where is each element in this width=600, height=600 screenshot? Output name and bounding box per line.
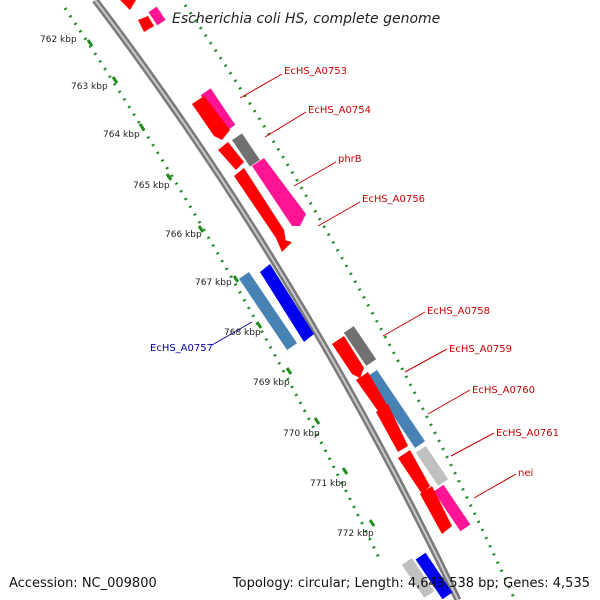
leader-echs-a0753 [239,73,283,99]
leader-echs-a0754 [264,111,307,138]
gene-labels: EcHS_A0753 EcHS_A0754 phrB EcHS_A0756 Ec… [150,66,559,479]
gene-feature [218,142,244,170]
kbp-label: 767 kbp [195,278,232,288]
tick-mark [111,76,119,84]
leader-phrb [293,161,337,187]
gene-feature [200,88,236,132]
kbp-label: 770 kbp [283,429,320,439]
gene-label-echs-a0761[interactable]: EcHS_A0761 [496,428,559,439]
gene-label-echs-a0754[interactable]: EcHS_A0754 [308,105,371,116]
leader-echs-a0756 [317,201,361,227]
gene-feature [356,372,390,414]
kbp-labels: 762 kbp 763 kbp 764 kbp 765 kbp 766 kbp … [40,35,374,539]
tick-mark [232,275,240,283]
backbone-highlight [94,0,459,600]
gene-feature [192,96,230,140]
gene-features [120,0,471,600]
leader-echs-a0759 [404,348,448,373]
leader-echs-a0758 [382,311,426,337]
gene-feature [260,264,314,342]
tick-mark [255,321,263,329]
tick-mark [86,39,94,47]
gene-feature [366,369,426,449]
kbp-label: 764 kbp [103,130,140,140]
gene-feature [376,404,408,452]
topology-text: Topology: circular; Length: 4,643,538 bp… [232,576,590,591]
gene-label-echs-a0760[interactable]: EcHS_A0760 [472,385,535,396]
gene-feature [332,336,364,378]
backbone-band [92,0,462,600]
tick-guides [63,4,517,600]
kbp-label: 763 kbp [71,82,108,92]
accession-text: Accession: NC_009800 [9,576,157,591]
gene-feature [415,446,449,486]
tick-mark [313,417,321,425]
tick-mark [197,225,205,233]
gene-feature [276,238,292,252]
right-tick-guide [183,4,517,600]
kbp-label: 766 kbp [165,230,202,240]
leader-echs-a0761 [450,432,495,457]
tick-mark [285,367,293,375]
kbp-label: 762 kbp [40,35,77,45]
gene-label-echs-a0758[interactable]: EcHS_A0758 [427,306,490,317]
kbp-label: 769 kbp [253,378,290,388]
major-ticks [86,39,376,527]
tick-mark [165,173,173,181]
label-leaders [211,73,517,499]
gene-feature [252,158,306,226]
gene-feature [148,6,166,26]
tick-mark [341,467,349,475]
left-tick-guide [63,7,382,561]
gene-feature [234,168,286,242]
gene-feature [138,16,154,32]
gene-feature [433,484,471,532]
gene-label-echs-a0753[interactable]: EcHS_A0753 [284,66,347,77]
gene-feature [120,0,136,10]
backbone [92,0,462,600]
gene-label-echs-a0759[interactable]: EcHS_A0759 [449,344,512,355]
gene-label-nei[interactable]: nei [518,468,533,479]
gene-feature [232,133,260,167]
gene-label-echs-a0757[interactable]: EcHS_A0757 [150,343,213,354]
gene-feature [401,558,435,598]
tick-mark [138,123,146,131]
kbp-label: 772 kbp [337,529,374,539]
gene-feature [420,486,452,534]
kbp-label: 765 kbp [133,181,170,191]
gene-label-echs-a0756[interactable]: EcHS_A0756 [362,194,425,205]
gene-feature [238,271,298,351]
gene-feature [343,326,377,366]
gene-feature [415,552,453,600]
leader-echs-a0760 [427,389,471,415]
gene-label-phrb[interactable]: phrB [338,154,362,165]
kbp-label: 771 kbp [310,479,347,489]
leader-nei [473,473,517,499]
leader-echs-a0757 [211,321,253,346]
genome-title: Escherichia coli HS, complete genome [172,11,440,27]
kbp-label: 768 kbp [224,328,261,338]
tick-mark [368,519,376,527]
gene-feature [398,450,430,494]
